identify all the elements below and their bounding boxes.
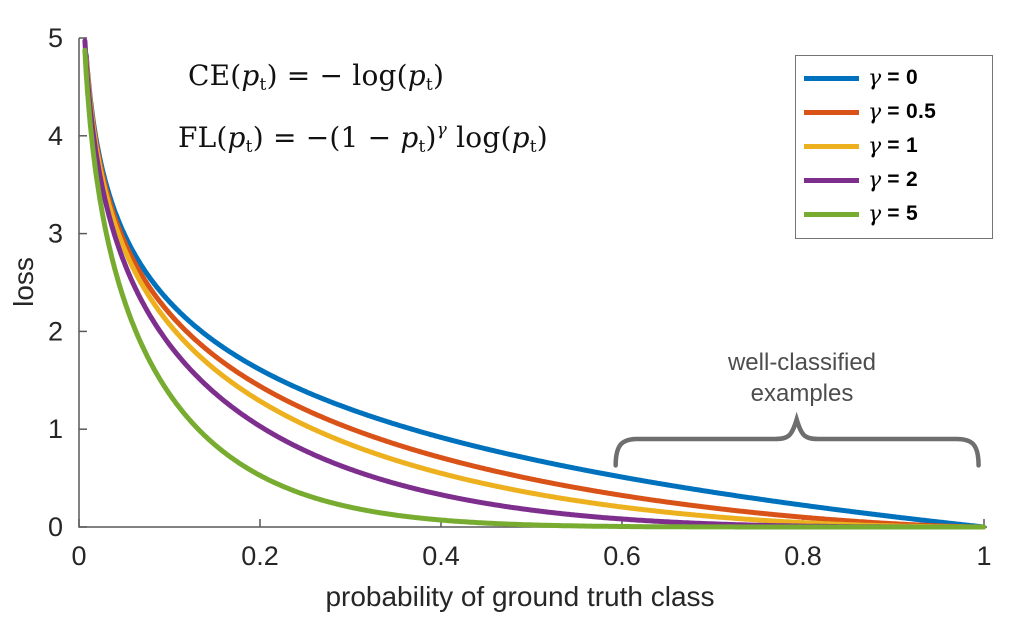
- equation-segment: t: [425, 75, 433, 95]
- equation-segment: p: [241, 59, 260, 92]
- legend-item-gamma-0: γ = 0: [804, 61, 992, 95]
- legend-line-sample: [804, 75, 859, 81]
- y-tick-label-5: 5: [48, 23, 63, 53]
- equation-ce: CE(pt) = − log(pt): [188, 59, 444, 95]
- x-tick-label-1: 1: [976, 541, 991, 571]
- legend-line-sample: [804, 143, 859, 149]
- legend-line-sample: [804, 177, 859, 183]
- legend-gamma-value: = 1: [881, 134, 918, 157]
- well-classified-annotation: well-classified examples: [692, 347, 912, 409]
- brace-annotation: [613, 411, 981, 468]
- y-tick-label-2: 2: [48, 316, 63, 346]
- equation-segment: ): [432, 59, 445, 92]
- y-tick-label-4: 4: [48, 121, 63, 151]
- x-tick-label-0.2: 0.2: [241, 541, 279, 571]
- x-tick-label-0.4: 0.4: [422, 541, 460, 571]
- legend-gamma-value: = 5: [881, 202, 918, 225]
- equation-segment: t: [245, 137, 253, 157]
- equation-segment: t: [418, 137, 426, 157]
- y-tick-label-0: 0: [48, 512, 63, 542]
- legend-gamma-symbol: γ: [868, 65, 882, 91]
- equation-segment: ) = −(1 −: [252, 121, 401, 154]
- equation-segment: p: [400, 121, 419, 154]
- equation-fl: FL(pt) = −(1 − pt)γ log(pt): [178, 120, 548, 157]
- legend-gamma-value: = 2: [881, 168, 918, 191]
- y-tick-label-1: 1: [48, 414, 63, 444]
- equation-segment: p: [511, 121, 530, 154]
- x-axis-label: probability of ground truth class: [325, 581, 715, 612]
- equation-segment: FL(: [178, 121, 228, 154]
- equation-segment: t: [259, 75, 267, 95]
- legend-item-gamma-0-5: γ = 0.5: [804, 95, 992, 129]
- curve-gamma-5: [82, 47, 986, 530]
- legend-gamma-symbol: γ: [868, 201, 882, 227]
- legend-line-sample: [804, 211, 859, 217]
- curves-group: [82, 38, 986, 530]
- y-axis-label: loss: [8, 257, 39, 307]
- equation-segment: p: [407, 59, 426, 92]
- legend-gamma-symbol: γ: [868, 167, 882, 193]
- legend-item-gamma-1: γ = 1: [804, 129, 992, 163]
- legend-gamma-value: = 0: [881, 66, 918, 89]
- x-tick-label-0.8: 0.8: [784, 541, 822, 571]
- well-classified-line1: well-classified: [727, 349, 877, 376]
- curve-gamma-0: [83, 52, 986, 530]
- equation-segment: ): [425, 121, 437, 154]
- x-tick-label-0.6: 0.6: [603, 541, 641, 571]
- equation-segment: CE(: [188, 59, 242, 92]
- legend-gamma-value: = 0.5: [881, 100, 937, 123]
- well-classified-line2: examples: [750, 380, 854, 407]
- curve-gamma-0-5: [83, 54, 986, 530]
- equation-segment: p: [227, 121, 246, 154]
- y-tick-label-3: 3: [48, 219, 63, 249]
- equation-segment: ) = − log(: [266, 59, 408, 92]
- legend-line-sample: [804, 109, 859, 115]
- legend-gamma-symbol: γ: [868, 99, 882, 125]
- legend-item-gamma-5: γ = 5: [804, 197, 992, 231]
- equation-segment: log(: [447, 121, 512, 154]
- equation-segment: t: [529, 137, 537, 157]
- equation-segment: ): [536, 121, 548, 154]
- legend-item-gamma-2: γ = 2: [804, 163, 992, 197]
- x-tick-label-0: 0: [71, 541, 86, 571]
- equation-segment: γ: [436, 120, 448, 140]
- legend-gamma-symbol: γ: [868, 133, 882, 159]
